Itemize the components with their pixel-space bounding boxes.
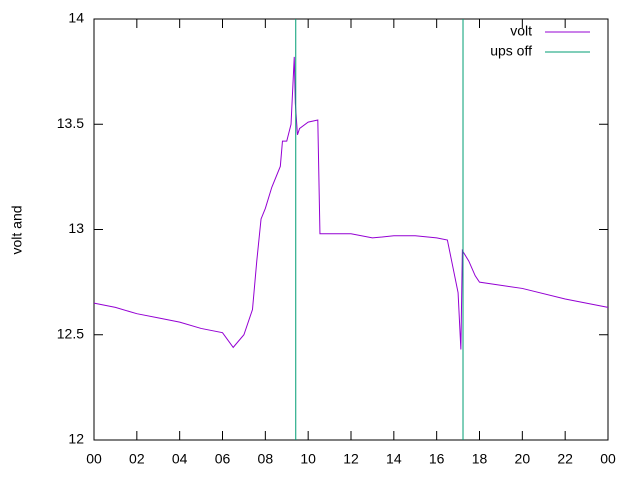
line-series — [295, 19, 464, 440]
x-tick-label: 16 — [429, 451, 445, 467]
x-tick-label: 02 — [129, 451, 145, 467]
legend-label: volt — [510, 23, 532, 39]
x-tick-label: 22 — [557, 451, 573, 467]
y-tick-label: 13 — [68, 220, 84, 236]
y-tick-label: 12.5 — [57, 325, 84, 341]
x-tick-label: 00 — [600, 451, 616, 467]
y-tick-label: 12 — [68, 431, 84, 447]
y-tick-label: 13.5 — [57, 115, 84, 131]
x-tick-label: 14 — [386, 451, 402, 467]
x-tick-label: 00 — [86, 451, 102, 467]
y-axis-label: volt and — [9, 205, 25, 254]
x-tick-label: 12 — [343, 451, 359, 467]
x-tick-label: 18 — [472, 451, 488, 467]
line-series — [93, 56, 609, 350]
y-tick-label: 14 — [68, 10, 84, 26]
x-tick-label: 04 — [172, 451, 188, 467]
plot-border — [93, 18, 609, 441]
x-tick-label: 20 — [515, 451, 531, 467]
x-tick-label: 06 — [215, 451, 231, 467]
x-tick-label: 10 — [300, 451, 316, 467]
legend-label: ups off — [490, 43, 532, 59]
x-tick-label: 08 — [258, 451, 274, 467]
